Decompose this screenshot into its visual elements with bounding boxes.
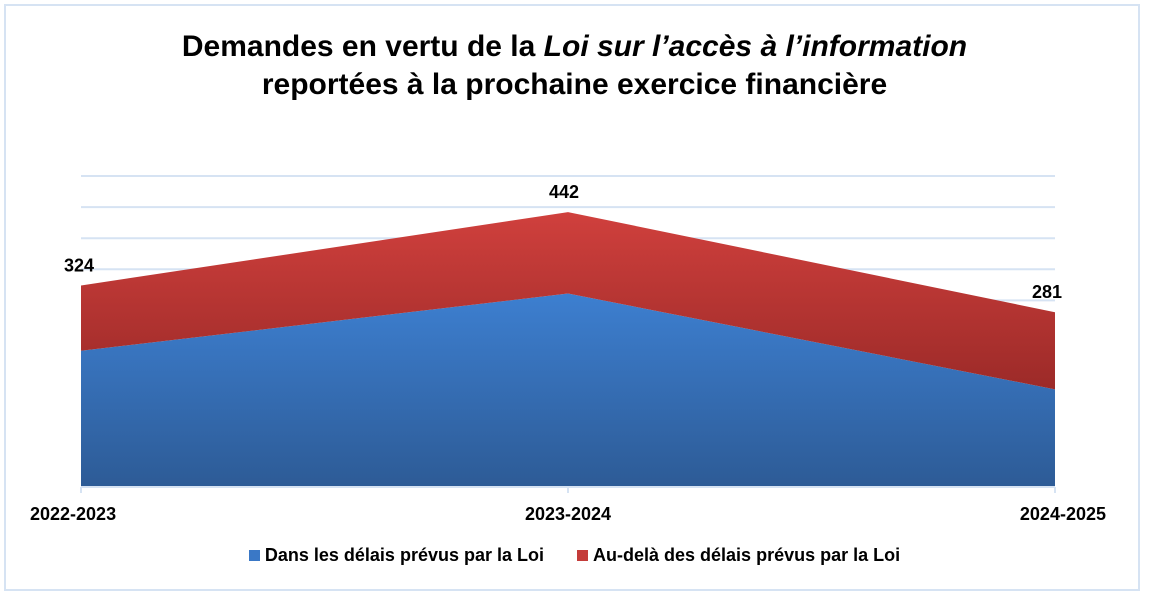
- legend-swatch-blue: [248, 550, 260, 561]
- legend-label: Dans les délais prévus par la Loi: [264, 545, 544, 565]
- title-italic: Loi sur l’accès à l’information: [543, 30, 968, 63]
- chart-frame: [4, 4, 1140, 591]
- legend-item-beyond: Au-delà des délais prévus par la Loi: [577, 545, 900, 566]
- x-tick-label: 2023-2024: [525, 504, 611, 524]
- area-series-1: [81, 293, 1055, 487]
- x-tick-label: 2024-2025: [1020, 504, 1106, 524]
- legend-label: Au-delà des délais prévus par la Loi: [593, 545, 901, 565]
- data-label-total: 281: [1032, 282, 1062, 302]
- x-tick-label: 2022-2023: [30, 504, 116, 524]
- legend-swatch-red: [577, 550, 589, 561]
- data-label-total: 442: [549, 182, 579, 202]
- title-line2: reportées à la prochaine exercice financ…: [261, 68, 888, 101]
- legend: Dans les délais prévus par la Loi Au-del…: [0, 545, 1149, 566]
- data-label-total: 324: [64, 255, 94, 275]
- chart-title: Demandes en vertu de la Loi sur l’accès …: [0, 28, 1149, 104]
- legend-item-within: Dans les délais prévus par la Loi: [248, 545, 544, 566]
- title-line1: Demandes en vertu de la: [181, 30, 544, 63]
- area-series-2: [81, 212, 1055, 390]
